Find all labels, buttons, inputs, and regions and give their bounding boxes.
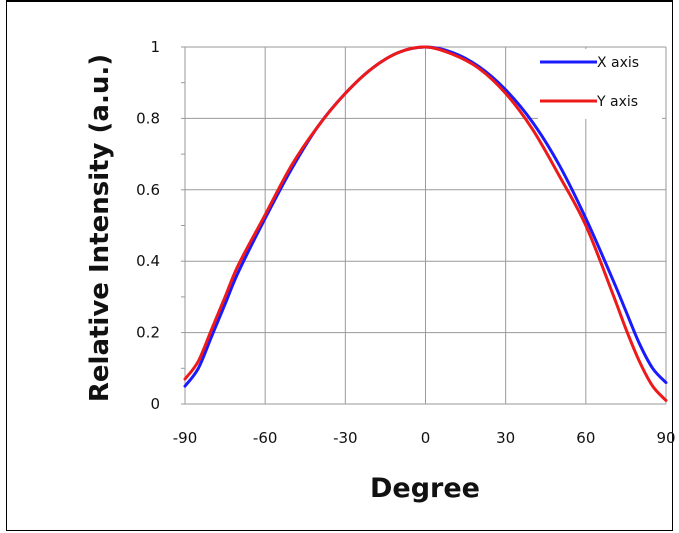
y-tick-label: 0.6 (136, 181, 160, 199)
grid (184, 46, 667, 405)
y-tick-label: 0.4 (136, 252, 160, 270)
legend: X axis Y axis (538, 49, 662, 119)
y-tick-label: 0.8 (136, 109, 160, 127)
legend-label-x-axis: X axis (597, 55, 639, 71)
minor-ticks (181, 46, 185, 405)
x-tick-label: -60 (253, 429, 278, 447)
x-tick-label: 60 (576, 429, 595, 447)
y-tick-label: 1 (150, 38, 160, 56)
legend-label-y-axis: Y axis (596, 94, 638, 110)
x-tick-label: 0 (421, 429, 431, 447)
y-tick-label: 0 (150, 395, 160, 413)
y-axis-label: Relative Intensity (a.u.) (85, 54, 115, 402)
x-tick-label: -30 (333, 429, 358, 447)
figure-frame (6, 0, 673, 531)
series-group (183, 45, 668, 402)
y-tick-labels: 0 0.2 0.4 0.6 0.8 1 (136, 38, 160, 413)
x-tick-labels: -90 -60 -30 0 30 60 90 (173, 429, 676, 447)
top-border (6, 0, 673, 2)
x-tick-label: 90 (656, 429, 675, 447)
x-tick-label: -90 (173, 429, 198, 447)
x-axis-label: Degree (370, 473, 480, 504)
y-tick-label: 0.2 (136, 324, 160, 342)
x-tick-label: 30 (496, 429, 515, 447)
series-line-y-axis (183, 45, 668, 402)
